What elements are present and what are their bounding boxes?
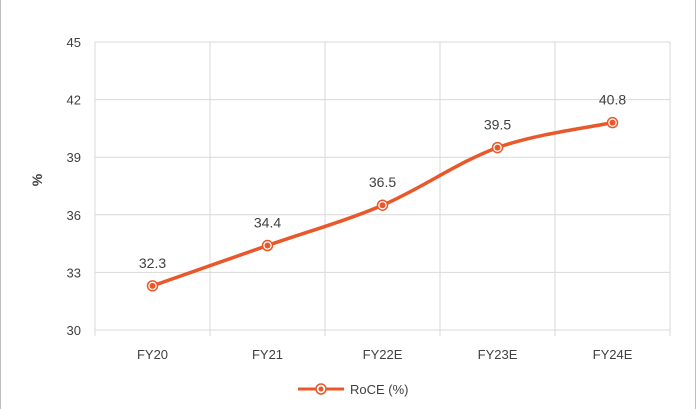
data-point-fy23e: [491, 141, 504, 154]
data-point-fy21: [261, 239, 274, 252]
data-label-fy23e: 39.5: [484, 117, 511, 133]
legend-label: RoCE (%): [350, 382, 409, 397]
x-axis-tick-labels: FY20 FY21 FY22E FY23E FY24E: [137, 347, 633, 362]
x-tick-label-fy20: FY20: [137, 347, 168, 362]
y-tick-label-45: 45: [67, 35, 81, 50]
data-label-fy21: 34.4: [254, 215, 281, 231]
x-tick-label-fy23e: FY23E: [478, 347, 518, 362]
y-axis-title: %: [29, 173, 45, 186]
y-tick-label-36: 36: [67, 208, 81, 223]
data-label-fy22e: 36.5: [369, 174, 396, 190]
data-point-fy22e: [376, 199, 389, 211]
x-tick-label-fy22e: FY22E: [363, 347, 403, 362]
x-tick-label-fy24e: FY24E: [593, 347, 633, 362]
y-tick-label-30: 30: [67, 323, 81, 338]
roce-series: [146, 116, 619, 292]
y-axis-tick-labels: 30 33 36 39 42 45: [67, 35, 81, 338]
y-tick-label-39: 39: [67, 150, 81, 165]
x-tick-label-fy21: FY21: [252, 347, 283, 362]
data-label-fy24e: 40.8: [599, 92, 626, 108]
data-point-fy24e: [606, 116, 619, 129]
data-labels: 32.3 34.4 36.5 39.5 40.8: [139, 92, 626, 271]
legend: RoCE (%): [298, 382, 409, 397]
y-tick-label-33: 33: [67, 265, 81, 280]
vertical-gridlines: [94, 42, 671, 336]
data-label-fy20: 32.3: [139, 255, 166, 271]
legend-marker-core: [318, 386, 324, 392]
y-tick-label-42: 42: [67, 93, 81, 108]
data-point-fy20: [146, 280, 159, 292]
